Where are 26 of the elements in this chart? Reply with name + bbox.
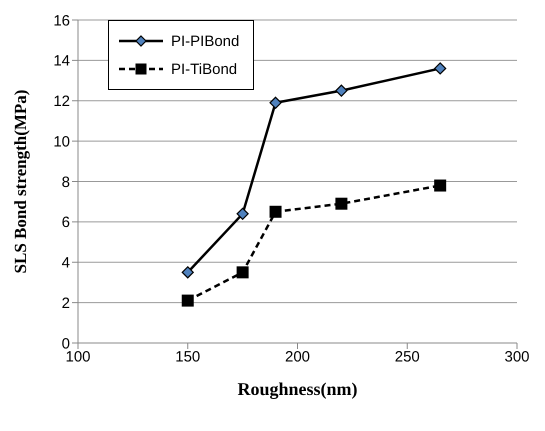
point — [236, 208, 249, 220]
x-tick-label: 300 — [504, 348, 530, 366]
point — [270, 206, 282, 218]
y-tick-label: 6 — [62, 214, 70, 232]
point — [434, 180, 446, 192]
x-axis-title: Roughness(nm) — [237, 379, 358, 399]
point — [236, 266, 249, 278]
point — [335, 84, 348, 97]
legend-label: PI-PIBond — [171, 32, 240, 50]
point — [434, 62, 446, 75]
y-tick-label: 14 — [53, 52, 70, 70]
y-tick-label: 12 — [53, 93, 70, 110]
y-tick-label: 2 — [62, 294, 70, 312]
y-tick-label: 4 — [62, 254, 70, 272]
x-tick-label: 150 — [175, 348, 200, 366]
point — [182, 294, 194, 307]
point — [335, 198, 348, 210]
legend-label: PI-TiBond — [171, 60, 238, 78]
y-tick-label: 10 — [53, 133, 70, 150]
point — [269, 96, 282, 109]
point — [182, 266, 194, 278]
x-tick-label: 200 — [284, 348, 310, 366]
y-tick-label: 16 — [53, 12, 70, 30]
y-axis-title: SLS Bond strength(MPa) — [11, 90, 30, 274]
y-tick-label: 8 — [62, 174, 70, 191]
x-tick-label: 250 — [394, 348, 420, 366]
